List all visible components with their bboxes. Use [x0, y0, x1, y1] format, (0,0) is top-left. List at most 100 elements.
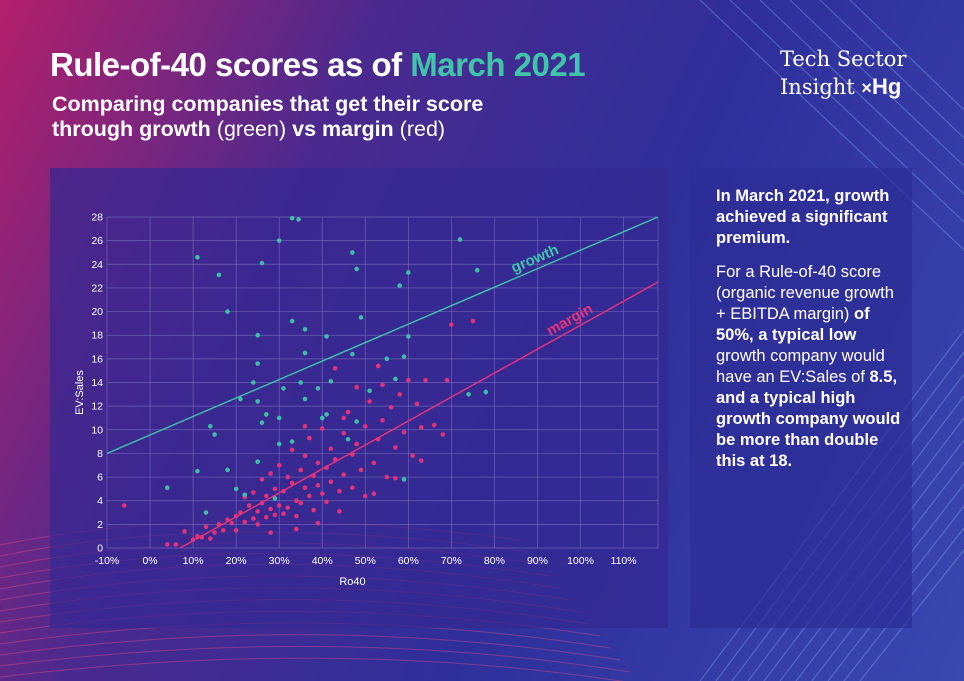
margin-trendline [179, 281, 659, 549]
y-tick-label: 22 [91, 282, 103, 294]
growth-point [406, 334, 411, 339]
growth-point [358, 315, 364, 320]
margin-point [229, 520, 235, 526]
margin-point [233, 527, 239, 533]
growth-point [255, 459, 260, 465]
growth-point [251, 380, 256, 385]
growth-point [302, 327, 308, 332]
insight-body-c: growth company would have an EV:Sales of [716, 347, 885, 386]
brand-hg: Hg [871, 74, 902, 99]
growth-point [483, 389, 489, 395]
margin-point [294, 526, 299, 532]
insight-body-b: of 50%, a typical low [716, 305, 870, 344]
margin-point [358, 467, 364, 473]
growth-point [263, 412, 269, 417]
growth-point [296, 217, 301, 222]
insight-headline: In March 2021, growth achieved a signifi… [716, 187, 890, 247]
y-tick-label: 24 [91, 259, 103, 271]
x-tick-label: 70% [441, 555, 462, 567]
margin-point [414, 401, 420, 407]
x-axis-title: Ro40 [339, 576, 365, 588]
title-accent: March 2021 [410, 46, 586, 83]
growth-point [216, 272, 222, 278]
margin-point [362, 423, 368, 429]
margin-point [298, 467, 304, 473]
margin-point [255, 522, 260, 527]
margin-point [315, 460, 321, 466]
margin-point [272, 486, 278, 492]
growth-point [401, 354, 407, 359]
margin-trendline-label: margin [544, 300, 596, 339]
margin-point [220, 527, 226, 533]
margin-point [354, 441, 359, 447]
margin-point [375, 363, 381, 369]
growth-point [354, 266, 359, 272]
y-axis-title: EV:Sales [74, 370, 86, 415]
margin-point [268, 530, 273, 535]
growth-point [276, 415, 282, 421]
brand-line1: Tech Sector [780, 47, 907, 71]
growth-point [298, 380, 304, 385]
growth-point [466, 392, 471, 397]
margin-point [345, 409, 351, 415]
growth-point [272, 496, 278, 501]
margin-point [431, 422, 437, 428]
margin-point [328, 479, 334, 485]
margin-point [182, 529, 187, 534]
growth-point [302, 350, 308, 356]
margin-point [449, 322, 454, 327]
margin-point [328, 446, 334, 452]
margin-point [350, 485, 355, 491]
margin-point [470, 318, 476, 324]
margin-point [371, 491, 377, 496]
margin-point [268, 471, 273, 476]
margin-point [251, 516, 256, 521]
margin-point [294, 513, 299, 519]
margin-point [371, 460, 377, 466]
y-tick-label: 2 [97, 519, 103, 531]
y-tick-label: 6 [97, 472, 103, 484]
brand-logo: Tech Sector Insight ×Hg [780, 46, 906, 102]
margin-point [423, 377, 428, 383]
page-subtitle: Comparing companies that get their score… [52, 92, 612, 142]
margin-point [380, 382, 385, 388]
growth-point [208, 423, 213, 429]
margin-point [418, 425, 424, 430]
margin-point [285, 505, 291, 511]
margin-point [173, 542, 179, 547]
margin-point [319, 491, 325, 496]
growth-point [328, 379, 334, 384]
growth-trendline [106, 216, 659, 455]
margin-point [393, 475, 398, 481]
insight-body-f: typical high growth company would be mor… [716, 389, 901, 470]
y-tick-label: 10 [91, 424, 103, 436]
growth-point [289, 215, 295, 221]
growth-point [350, 250, 355, 255]
margin-point [307, 493, 312, 499]
margin-point [418, 458, 424, 463]
x-tick-label: 90% [527, 555, 548, 567]
margin-point [315, 520, 321, 526]
brand-line2-row: Insight ×Hg [780, 73, 906, 102]
growth-point [276, 238, 282, 243]
growth-point [302, 396, 308, 402]
insight-body-d: 8.5 [869, 368, 893, 386]
x-tick-label: 50% [355, 555, 376, 567]
margin-point [208, 536, 213, 541]
margin-point [337, 488, 342, 494]
margin-point [263, 514, 269, 520]
margin-point [337, 509, 342, 514]
x-tick-label: -10% [95, 555, 120, 567]
margin-point [302, 423, 308, 429]
x-tick-label: 60% [398, 555, 419, 567]
x-tick-label: 0% [142, 555, 157, 567]
margin-point [406, 377, 411, 383]
x-tick-label: 40% [312, 555, 333, 567]
margin-point [242, 519, 248, 525]
y-tick-label: 0 [97, 543, 103, 555]
y-tick-label: 8 [97, 448, 103, 460]
margin-point [332, 366, 338, 371]
chart-panel: 0 2 4 6 8 10 12 14 16 18 20 22 24 26 28 -10% 0% 10% 20% 30%… [50, 168, 668, 628]
margin-point [362, 493, 368, 499]
